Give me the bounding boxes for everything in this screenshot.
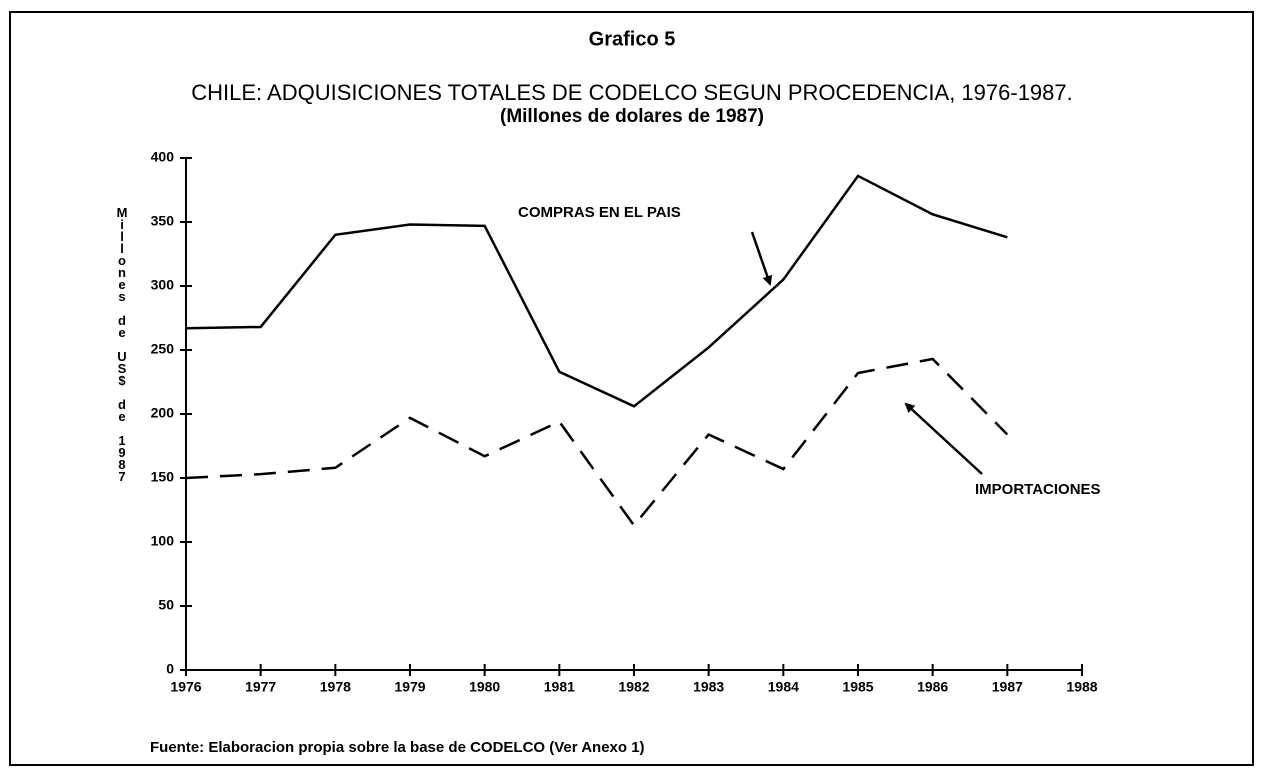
y-tick-label: 400	[151, 149, 175, 165]
x-tick-label: 1985	[842, 679, 873, 695]
x-tick-label: 1988	[1066, 679, 1097, 695]
y-axis-label: Millones de US$ de 1987	[115, 205, 130, 481]
y-tick-label: 200	[151, 405, 175, 421]
annotation: COMPRAS EN EL PAIS	[518, 204, 681, 221]
y-tick-label: 350	[151, 213, 175, 229]
chart-header: Grafico 5	[589, 28, 676, 50]
y-tick-label: 150	[151, 469, 175, 485]
frame	[9, 11, 1254, 766]
annotation-arrow	[750, 231, 773, 286]
x-tick-label: 1977	[245, 679, 276, 695]
x-tick-label: 1984	[768, 679, 799, 695]
x-tick-label: 1983	[693, 679, 724, 695]
x-tick-label: 1986	[917, 679, 948, 695]
x-tick-label: 1979	[394, 679, 425, 695]
x-tick-label: 1976	[170, 679, 201, 695]
x-tick-label: 1978	[320, 679, 351, 695]
x-tick-label: 1981	[544, 679, 575, 695]
x-tick-label: 1980	[469, 679, 500, 695]
y-tick-label: 100	[151, 533, 175, 549]
y-tick-label: 0	[166, 661, 174, 677]
y-tick-label: 300	[151, 277, 175, 293]
series-line	[185, 357, 1009, 528]
x-tick-label: 1982	[618, 679, 649, 695]
y-tick-label: 250	[151, 341, 175, 357]
annotation-arrow	[904, 402, 983, 475]
source-note: Fuente: Elaboracion propia sobre la base…	[150, 739, 645, 756]
annotation: IMPORTACIONES	[975, 481, 1101, 498]
y-tick-label: 50	[158, 597, 174, 613]
series-line	[185, 174, 1008, 408]
chart-subtitle: (Millones de dolares de 1987)	[500, 106, 764, 127]
x-tick-label: 1987	[992, 679, 1023, 695]
chart-title: CHILE: ADQUISICIONES TOTALES DE CODELCO …	[191, 80, 1073, 105]
